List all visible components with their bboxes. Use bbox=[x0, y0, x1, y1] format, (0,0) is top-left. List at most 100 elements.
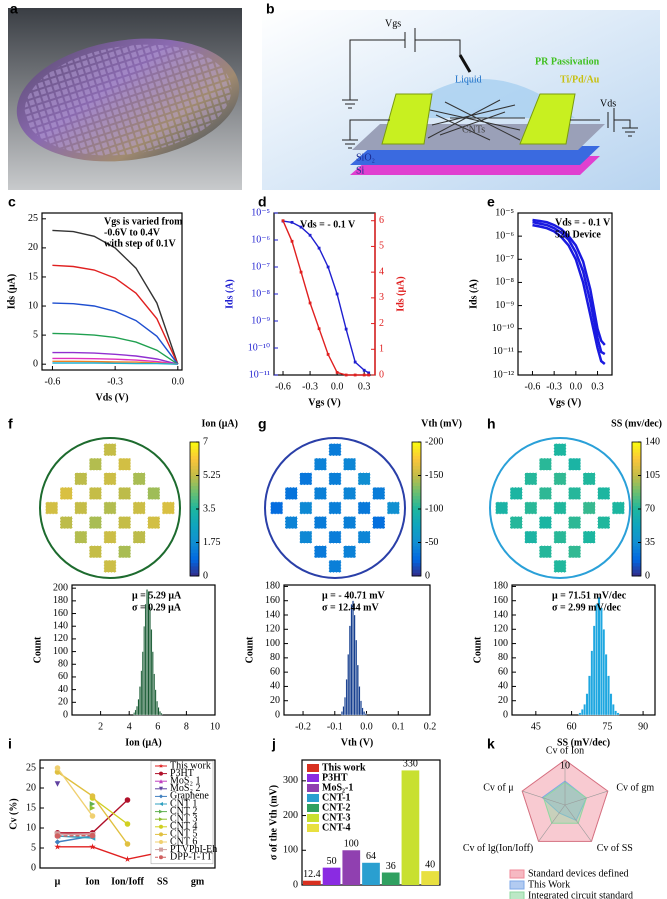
histogram-bar bbox=[353, 614, 356, 716]
histogram-bar bbox=[356, 664, 359, 716]
colorbar-slice bbox=[632, 562, 641, 567]
colorbar-label: 0 bbox=[203, 570, 208, 581]
y-tick-label: 60 bbox=[58, 671, 68, 682]
x-tick-label: -0.6 bbox=[275, 381, 291, 392]
legend-label: CNT 5 bbox=[170, 829, 197, 840]
histogram-bar bbox=[154, 689, 157, 716]
histogram-bar bbox=[580, 709, 584, 716]
die bbox=[538, 545, 553, 559]
colorbar-slice bbox=[412, 529, 421, 533]
die bbox=[132, 501, 146, 515]
colorbar-slice bbox=[412, 452, 421, 456]
annotation: μ = - 40.71 mV bbox=[322, 590, 386, 601]
bar bbox=[381, 872, 400, 885]
colorbar-slice bbox=[412, 445, 421, 450]
colorbar-slice bbox=[632, 452, 641, 456]
y-tick-label: 10⁻⁷ bbox=[251, 261, 270, 272]
x-tick-label: -0.3 bbox=[107, 376, 123, 387]
schematic-label: Ti/Pd/Au bbox=[560, 74, 600, 85]
x-tick-label: 2 bbox=[98, 721, 103, 732]
probe bbox=[458, 54, 472, 73]
x-tick-label: 75 bbox=[602, 721, 612, 732]
legend-label: Integrated circuit standard bbox=[528, 890, 633, 899]
marker bbox=[124, 797, 131, 803]
panel-label: i bbox=[8, 736, 12, 752]
y2-tick-label: 2 bbox=[379, 318, 384, 329]
die bbox=[88, 486, 103, 501]
histogram-bar bbox=[607, 675, 610, 716]
colorbar-slice bbox=[632, 555, 641, 560]
colorbar-slice bbox=[190, 465, 199, 470]
die bbox=[553, 472, 567, 486]
colorbar-slice bbox=[632, 472, 641, 476]
y2-tick-label: 3 bbox=[379, 292, 384, 303]
die bbox=[328, 443, 342, 457]
die bbox=[299, 530, 313, 544]
x-tick-label: -0.3 bbox=[546, 381, 562, 392]
legend-swatch bbox=[307, 824, 319, 832]
die bbox=[88, 515, 103, 530]
colorbar-label: 0 bbox=[425, 570, 430, 581]
y-tick-label: 10⁻⁸ bbox=[495, 277, 514, 288]
colorbar-slice bbox=[190, 468, 199, 473]
x-tick-label: μ bbox=[55, 876, 61, 887]
marker bbox=[299, 270, 303, 274]
histogram-bar bbox=[345, 679, 348, 716]
histogram-bar bbox=[137, 698, 140, 716]
marker bbox=[335, 292, 339, 296]
schematic-label: Vds bbox=[600, 98, 616, 109]
colorbar-slice bbox=[412, 495, 421, 500]
x-axis-label: Ion (μA) bbox=[125, 737, 162, 748]
colorbar-label: 140 bbox=[645, 436, 660, 447]
y-tick-label: 120 bbox=[53, 633, 68, 644]
electrode-right bbox=[519, 93, 576, 145]
legend-label: This work bbox=[322, 762, 366, 773]
marker bbox=[89, 813, 96, 819]
legend-marker bbox=[159, 817, 163, 822]
y2-tick-label: 0 bbox=[379, 369, 384, 380]
y-axis-label: Count bbox=[32, 636, 43, 663]
y-tick-label: 60 bbox=[270, 666, 280, 677]
colorbar-slice bbox=[632, 539, 641, 543]
colorbar-slice bbox=[632, 488, 641, 493]
schematic-label: PR Passivation bbox=[535, 56, 600, 67]
panel-a: a bbox=[8, 1, 242, 190]
y-tick-label: 0 bbox=[293, 879, 298, 890]
colorbar-slice bbox=[190, 455, 199, 460]
die bbox=[74, 530, 88, 544]
histogram-bar bbox=[350, 604, 353, 716]
histogram-bar bbox=[363, 711, 366, 716]
histogram-bar bbox=[578, 712, 582, 716]
x-tick-label: 0.0 bbox=[360, 721, 373, 732]
legend-marker bbox=[159, 779, 163, 784]
y-tick-label: 200 bbox=[283, 810, 298, 821]
die bbox=[611, 501, 625, 515]
x-axis-label: Vds (V) bbox=[95, 392, 128, 403]
colorbar-label: -150 bbox=[425, 470, 443, 481]
y-tick-label: 5 bbox=[33, 329, 38, 340]
y-tick-label: 10⁻⁶ bbox=[495, 230, 514, 241]
panel-label: f bbox=[8, 416, 13, 432]
series-line bbox=[282, 220, 370, 374]
legend-swatch bbox=[307, 764, 319, 772]
colorbar-slice bbox=[412, 458, 421, 463]
colorbar-slice bbox=[190, 505, 199, 510]
die bbox=[117, 486, 132, 501]
y-tick-label: 40 bbox=[270, 681, 280, 692]
schematic-label: Vgs bbox=[385, 18, 401, 29]
colorbar-label: 3.5 bbox=[203, 503, 216, 514]
die bbox=[342, 486, 357, 501]
value-label: 50 bbox=[327, 856, 337, 867]
histogram-bar bbox=[136, 705, 138, 716]
colorbar-slice bbox=[632, 519, 641, 523]
die bbox=[284, 515, 298, 530]
schematic-label: Si bbox=[356, 165, 365, 176]
y-tick-label: 5 bbox=[31, 842, 36, 853]
y-tick-label: 80 bbox=[270, 652, 280, 663]
histogram-bar bbox=[347, 654, 350, 716]
colorbar-slice bbox=[632, 569, 641, 574]
marker bbox=[54, 833, 61, 839]
y-tick-label: 15 bbox=[26, 802, 36, 813]
y-tick-label: 20 bbox=[26, 782, 36, 793]
